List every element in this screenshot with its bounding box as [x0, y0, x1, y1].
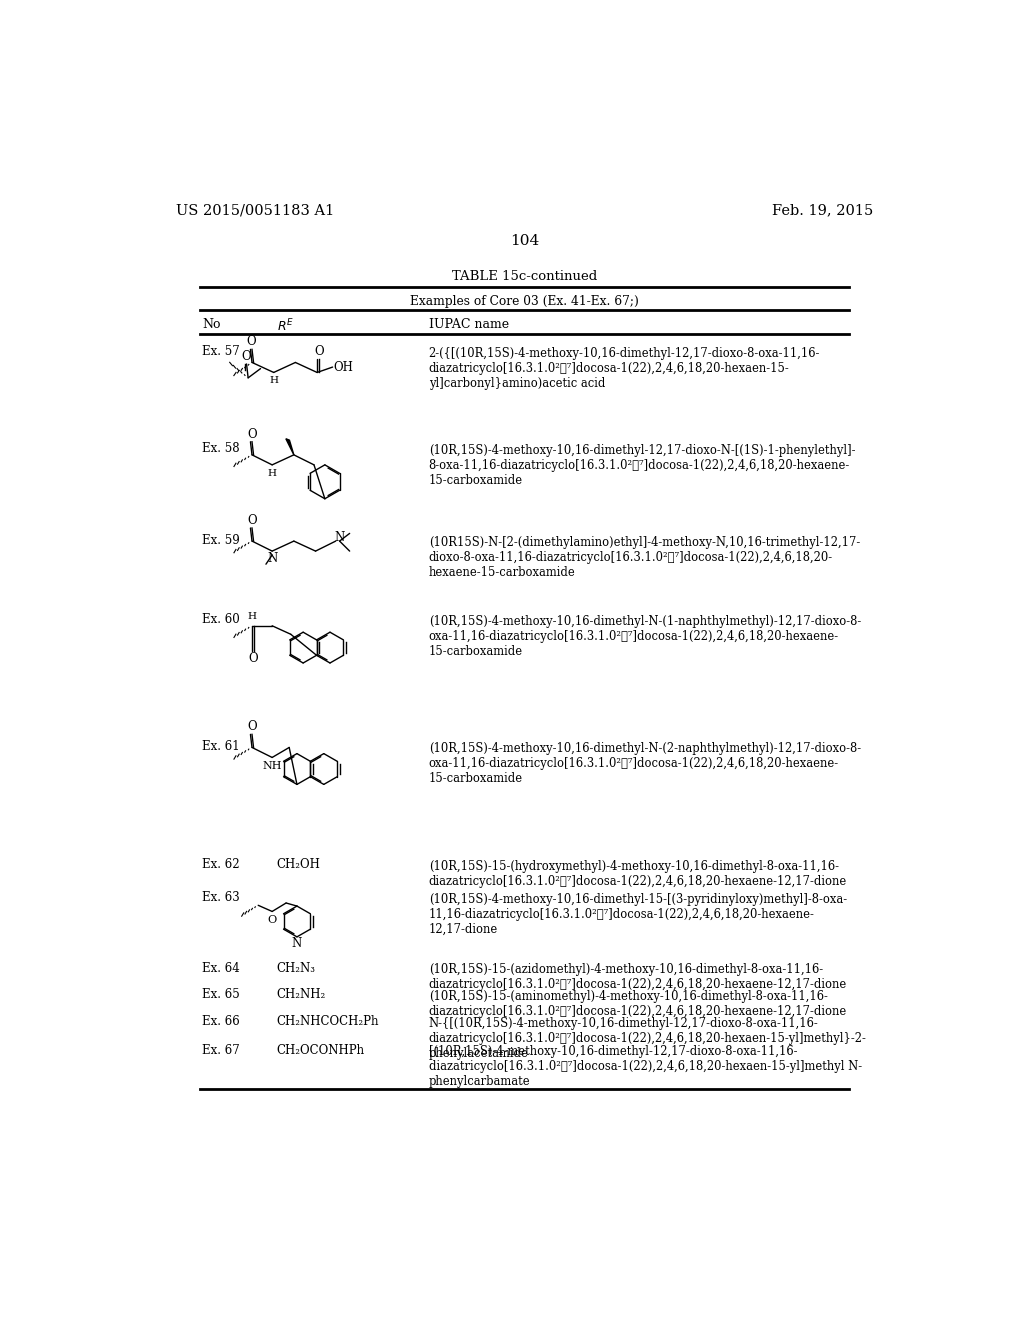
- Text: 104: 104: [510, 234, 540, 248]
- Text: Ex. 65: Ex. 65: [203, 989, 241, 1002]
- Text: N: N: [292, 936, 302, 949]
- Text: Feb. 19, 2015: Feb. 19, 2015: [772, 203, 873, 216]
- Text: (10R,15S)-4-methoxy-10,16-dimethyl-N-(1-naphthylmethyl)-12,17-dioxo-8-
oxa-11,16: (10R,15S)-4-methoxy-10,16-dimethyl-N-(1-…: [429, 615, 861, 657]
- Text: CH₂N₃: CH₂N₃: [276, 961, 315, 974]
- Text: O: O: [247, 721, 257, 733]
- Text: No: No: [203, 318, 221, 331]
- Text: Ex. 59: Ex. 59: [203, 535, 241, 548]
- Text: $R^E$: $R^E$: [276, 318, 294, 334]
- Text: O: O: [247, 335, 256, 348]
- Text: (10R,15S)-4-methoxy-10,16-dimethyl-N-(2-naphthylmethyl)-12,17-dioxo-8-
oxa-11,16: (10R,15S)-4-methoxy-10,16-dimethyl-N-(2-…: [429, 742, 861, 785]
- Text: Examples of Core 03 (Ex. 41-Ex. 67;): Examples of Core 03 (Ex. 41-Ex. 67;): [411, 294, 639, 308]
- Text: Ex. 60: Ex. 60: [203, 612, 241, 626]
- Text: O: O: [314, 345, 325, 358]
- Text: N: N: [335, 531, 345, 544]
- Text: Ex. 57: Ex. 57: [203, 345, 241, 358]
- Text: 2-({[(10R,15S)-4-methoxy-10,16-dimethyl-12,17-dioxo-8-oxa-11,16-
diazatricyclo[1: 2-({[(10R,15S)-4-methoxy-10,16-dimethyl-…: [429, 347, 820, 389]
- Text: CH₂NHCOCH₂Ph: CH₂NHCOCH₂Ph: [276, 1015, 379, 1028]
- Text: O: O: [267, 915, 276, 925]
- Text: US 2015/0051183 A1: US 2015/0051183 A1: [176, 203, 334, 216]
- Text: O: O: [247, 513, 257, 527]
- Text: (10R,15S)-4-methoxy-10,16-dimethyl-15-[(3-pyridinyloxy)methyl]-8-oxa-
11,16-diaz: (10R,15S)-4-methoxy-10,16-dimethyl-15-[(…: [429, 892, 847, 936]
- Text: H: H: [267, 469, 276, 478]
- Text: H: H: [269, 376, 279, 385]
- Text: CH₂OCONHPh: CH₂OCONHPh: [276, 1044, 365, 1057]
- Text: O: O: [249, 652, 258, 665]
- Text: CH₂NH₂: CH₂NH₂: [276, 989, 326, 1002]
- Text: (10R,15S)-15-(azidomethyl)-4-methoxy-10,16-dimethyl-8-oxa-11,16-
diazatricyclo[1: (10R,15S)-15-(azidomethyl)-4-methoxy-10,…: [429, 964, 847, 991]
- Text: Ex. 64: Ex. 64: [203, 961, 241, 974]
- Text: Ex. 62: Ex. 62: [203, 858, 240, 871]
- Text: CH₂OH: CH₂OH: [276, 858, 321, 871]
- Polygon shape: [286, 438, 294, 455]
- Text: (10R15S)-N-[2-(dimethylamino)ethyl]-4-methoxy-N,10,16-trimethyl-12,17-
dioxo-8-o: (10R15S)-N-[2-(dimethylamino)ethyl]-4-me…: [429, 536, 860, 579]
- Text: OH: OH: [334, 360, 353, 374]
- Text: N-{[(10R,15S)-4-methoxy-10,16-dimethyl-12,17-dioxo-8-oxa-11,16-
diazatricyclo[16: N-{[(10R,15S)-4-methoxy-10,16-dimethyl-1…: [429, 1016, 866, 1060]
- Text: O: O: [247, 428, 257, 441]
- Text: Ex. 67: Ex. 67: [203, 1044, 241, 1057]
- Text: Ex. 58: Ex. 58: [203, 442, 240, 455]
- Text: (10R,15S)-4-methoxy-10,16-dimethyl-12,17-dioxo-N-[(1S)-1-phenylethyl]-
8-oxa-11,: (10R,15S)-4-methoxy-10,16-dimethyl-12,17…: [429, 444, 855, 487]
- Text: Ex. 66: Ex. 66: [203, 1015, 241, 1028]
- Text: N: N: [268, 552, 279, 565]
- Text: (10R,15S)-15-(hydroxymethyl)-4-methoxy-10,16-dimethyl-8-oxa-11,16-
diazatricyclo: (10R,15S)-15-(hydroxymethyl)-4-methoxy-1…: [429, 859, 847, 888]
- Text: H: H: [248, 612, 256, 620]
- Text: (10R,15S)-15-(aminomethyl)-4-methoxy-10,16-dimethyl-8-oxa-11,16-
diazatricyclo[1: (10R,15S)-15-(aminomethyl)-4-methoxy-10,…: [429, 990, 847, 1018]
- Text: Ex. 63: Ex. 63: [203, 891, 241, 904]
- Text: NH: NH: [262, 760, 282, 771]
- Text: Ex. 61: Ex. 61: [203, 739, 240, 752]
- Text: O: O: [241, 350, 251, 363]
- Text: IUPAC name: IUPAC name: [429, 318, 509, 331]
- Text: TABLE 15c-continued: TABLE 15c-continued: [453, 271, 597, 282]
- Text: [(10R,15S)-4-methoxy-10,16-dimethyl-12,17-dioxo-8-oxa-11,16-
diazatricyclo[16.3.: [(10R,15S)-4-methoxy-10,16-dimethyl-12,1…: [429, 1045, 862, 1089]
